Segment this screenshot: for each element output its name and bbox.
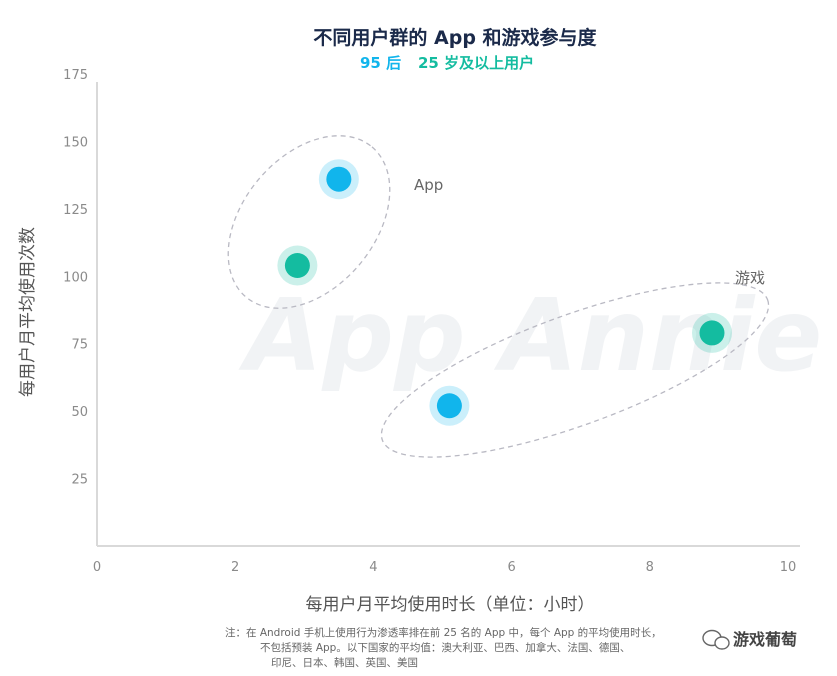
y-tick-label: 75: [71, 338, 88, 353]
data-point: [318, 159, 359, 200]
watermark: App Annie: [238, 277, 822, 394]
brand-name: 游戏葡萄: [733, 630, 797, 649]
y-tick-label: 100: [63, 270, 88, 285]
data-point-dot: [436, 393, 462, 419]
y-tick-labels: 25 50 75 100 125 150 175: [63, 68, 88, 488]
app-cluster-ellipse: [227, 135, 391, 309]
x-tick-label: 8: [646, 560, 654, 575]
footnote-line-1: 注：在 Android 手机上使用行为渗透率排在前 25 名的 App 中，每个…: [225, 626, 662, 639]
footnote-line-2: 不包括预装 App。以下国家的平均值：澳大利亚、巴西、加拿大、法国、德国、: [260, 641, 630, 654]
wechat-icon: [702, 629, 730, 650]
y-tick-label: 175: [63, 68, 88, 83]
chart-title: 不同用户群的 App 和游戏参与度: [313, 26, 597, 49]
footnote-line-3: 印尼、日本、韩国、英国、美国: [271, 656, 418, 669]
x-tick-label: 0: [93, 560, 101, 575]
data-point-dot: [284, 252, 310, 278]
x-tick-labels: 0 2 4 6 8 10: [93, 560, 796, 575]
annotation-game: 游戏: [735, 269, 765, 287]
x-axis-label: 每用户月平均使用时长（单位：小时）: [306, 594, 595, 615]
brand-badge: 游戏葡萄: [702, 629, 797, 650]
y-tick-label: 25: [71, 473, 88, 488]
x-tick-label: 6: [507, 560, 515, 575]
y-tick-label: 125: [63, 203, 88, 218]
data-point-dot: [699, 320, 725, 346]
x-tick-label: 2: [231, 560, 239, 575]
y-tick-label: 50: [71, 405, 88, 420]
y-axis-label: 每用户月平均使用次数: [17, 227, 38, 397]
game-cluster-ellipse: [380, 282, 770, 458]
data-point: [277, 245, 318, 286]
legend-entry-25plus: 25 岁及以上用户: [418, 54, 534, 72]
y-tick-label: 150: [63, 135, 88, 150]
data-point-dot: [326, 166, 352, 192]
data-points: [277, 159, 732, 426]
data-point: [429, 385, 470, 426]
x-tick-label: 10: [780, 560, 797, 575]
data-point: [691, 312, 732, 353]
annotation-app: App: [414, 176, 443, 194]
x-tick-label: 4: [369, 560, 377, 575]
legend-entry-95: 95 后: [360, 54, 401, 72]
